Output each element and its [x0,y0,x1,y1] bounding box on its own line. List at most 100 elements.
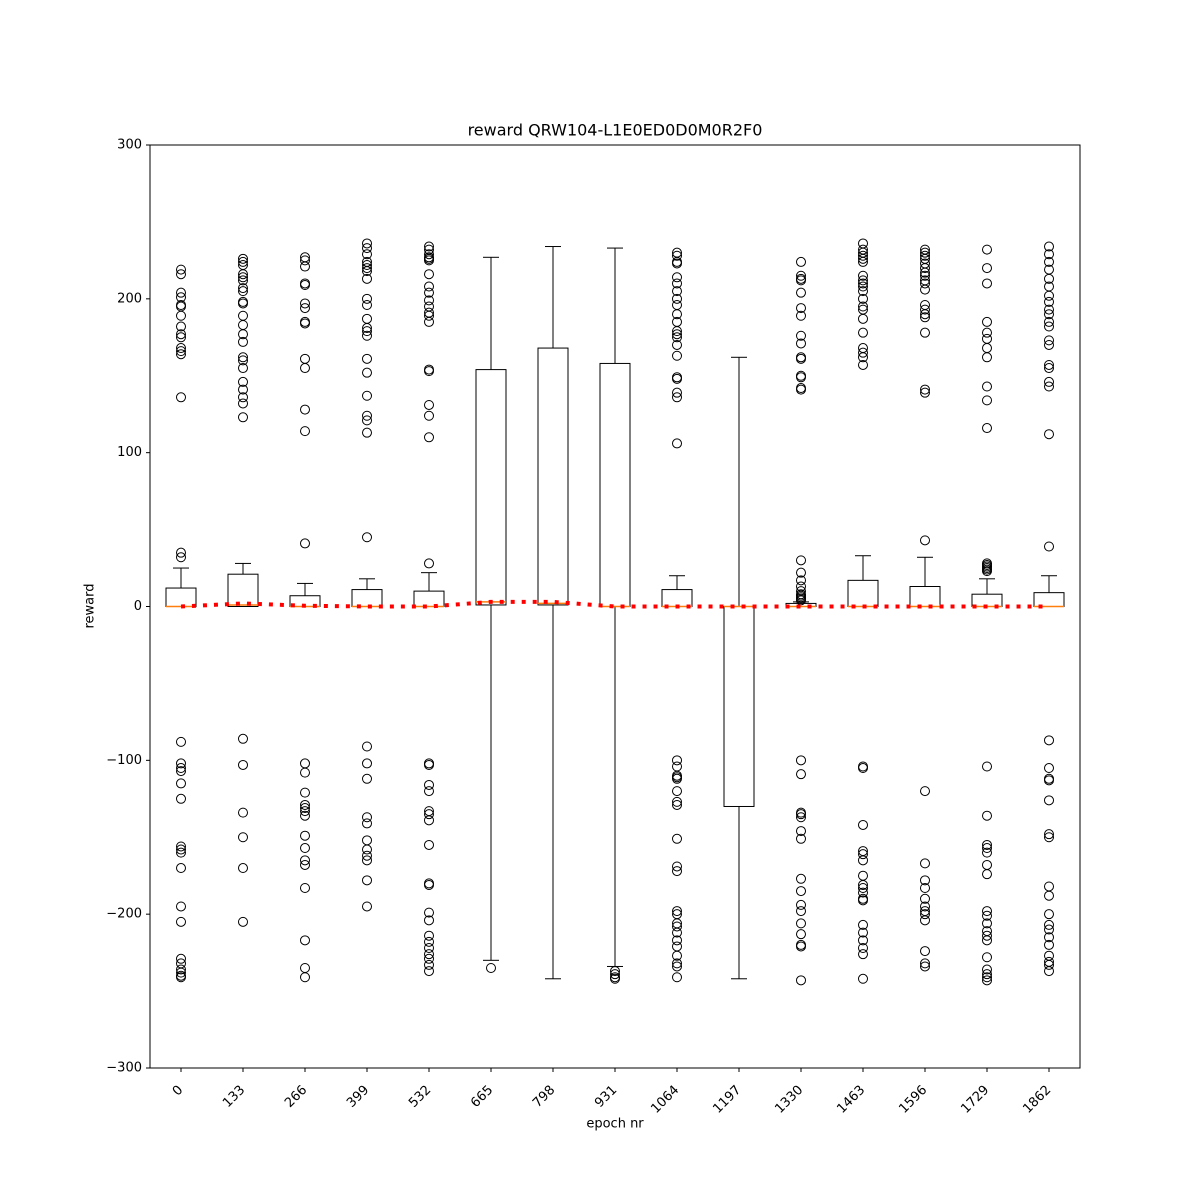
outlier [424,959,434,970]
outlier [920,958,930,969]
outlier [672,958,682,969]
outlier [858,301,868,312]
outlier [982,381,992,392]
outlier [1044,829,1054,840]
outlier [858,347,868,358]
box [227,573,259,608]
outlier [796,826,806,837]
outlier [982,935,992,946]
outlier [672,309,682,320]
outlier [982,278,992,289]
outlier [920,786,930,797]
outlier [176,269,186,280]
outlier [858,849,868,860]
outlier [300,810,310,821]
outlier [176,972,186,983]
outlier [176,778,186,789]
outlier [1044,296,1054,307]
outlier [672,866,682,877]
outlier [796,384,806,395]
outlier [362,390,372,401]
outlier [1044,359,1054,370]
outlier [858,883,868,894]
outlier [1044,939,1054,950]
outlier [424,915,434,926]
outlier [796,769,806,780]
outlier [362,532,372,543]
outlier [362,293,372,304]
outlier [610,973,620,984]
outlier [796,303,806,314]
outlier [982,975,992,986]
outlier [300,787,310,798]
outlier [858,935,868,946]
outlier [672,278,682,289]
outlier [300,255,310,266]
outlier [300,538,310,549]
outlier [920,327,930,338]
outlier [1044,335,1054,346]
outlier [362,901,372,912]
outlier [424,839,434,850]
outlier [982,761,992,772]
outlier [796,812,806,823]
outlier [796,941,806,952]
outlier [300,767,310,778]
outlier [982,847,992,858]
outlier [982,423,992,434]
outlier [300,279,310,290]
outlier [362,266,372,277]
outlier [424,281,434,292]
outlier [362,330,372,341]
outlier [176,844,186,855]
outlier [176,392,186,403]
outlier [362,243,372,254]
outlier [672,350,682,361]
outlier [424,295,434,306]
outlier [1044,376,1054,387]
outlier [362,844,372,855]
outlier [796,330,806,341]
outlier [796,975,806,986]
outlier [362,367,372,378]
outlier [1044,304,1054,315]
outlier [920,915,930,926]
outlier [982,316,992,327]
outlier [858,879,868,890]
outlier [858,327,868,338]
outlier [424,399,434,410]
outlier [672,332,682,343]
outlier [672,387,682,398]
outlier [796,270,806,281]
outlier [858,352,868,363]
outlier [424,269,434,280]
outlier [858,253,868,264]
outlier [796,575,806,586]
outlier [982,930,992,941]
outlier [300,799,310,810]
outlier [300,859,310,870]
outlier [424,949,434,960]
outlier [362,259,372,270]
outlier [362,875,372,886]
outlier [1044,321,1054,332]
outlier [362,326,372,337]
outlier [796,929,806,940]
outlier [300,426,310,437]
outlier [858,819,868,830]
outlier [672,272,682,283]
outlier [858,359,868,370]
outlier [920,278,930,289]
outlier [982,352,992,363]
outlier [362,415,372,426]
outlier [424,366,434,377]
outlier [176,329,186,340]
outlier [858,293,868,304]
outlier [176,321,186,332]
outlier [300,843,310,854]
outlier [176,841,186,852]
outlier [238,863,248,874]
outlier [1044,273,1054,284]
outlier [1044,763,1054,774]
outlier [1044,959,1054,970]
